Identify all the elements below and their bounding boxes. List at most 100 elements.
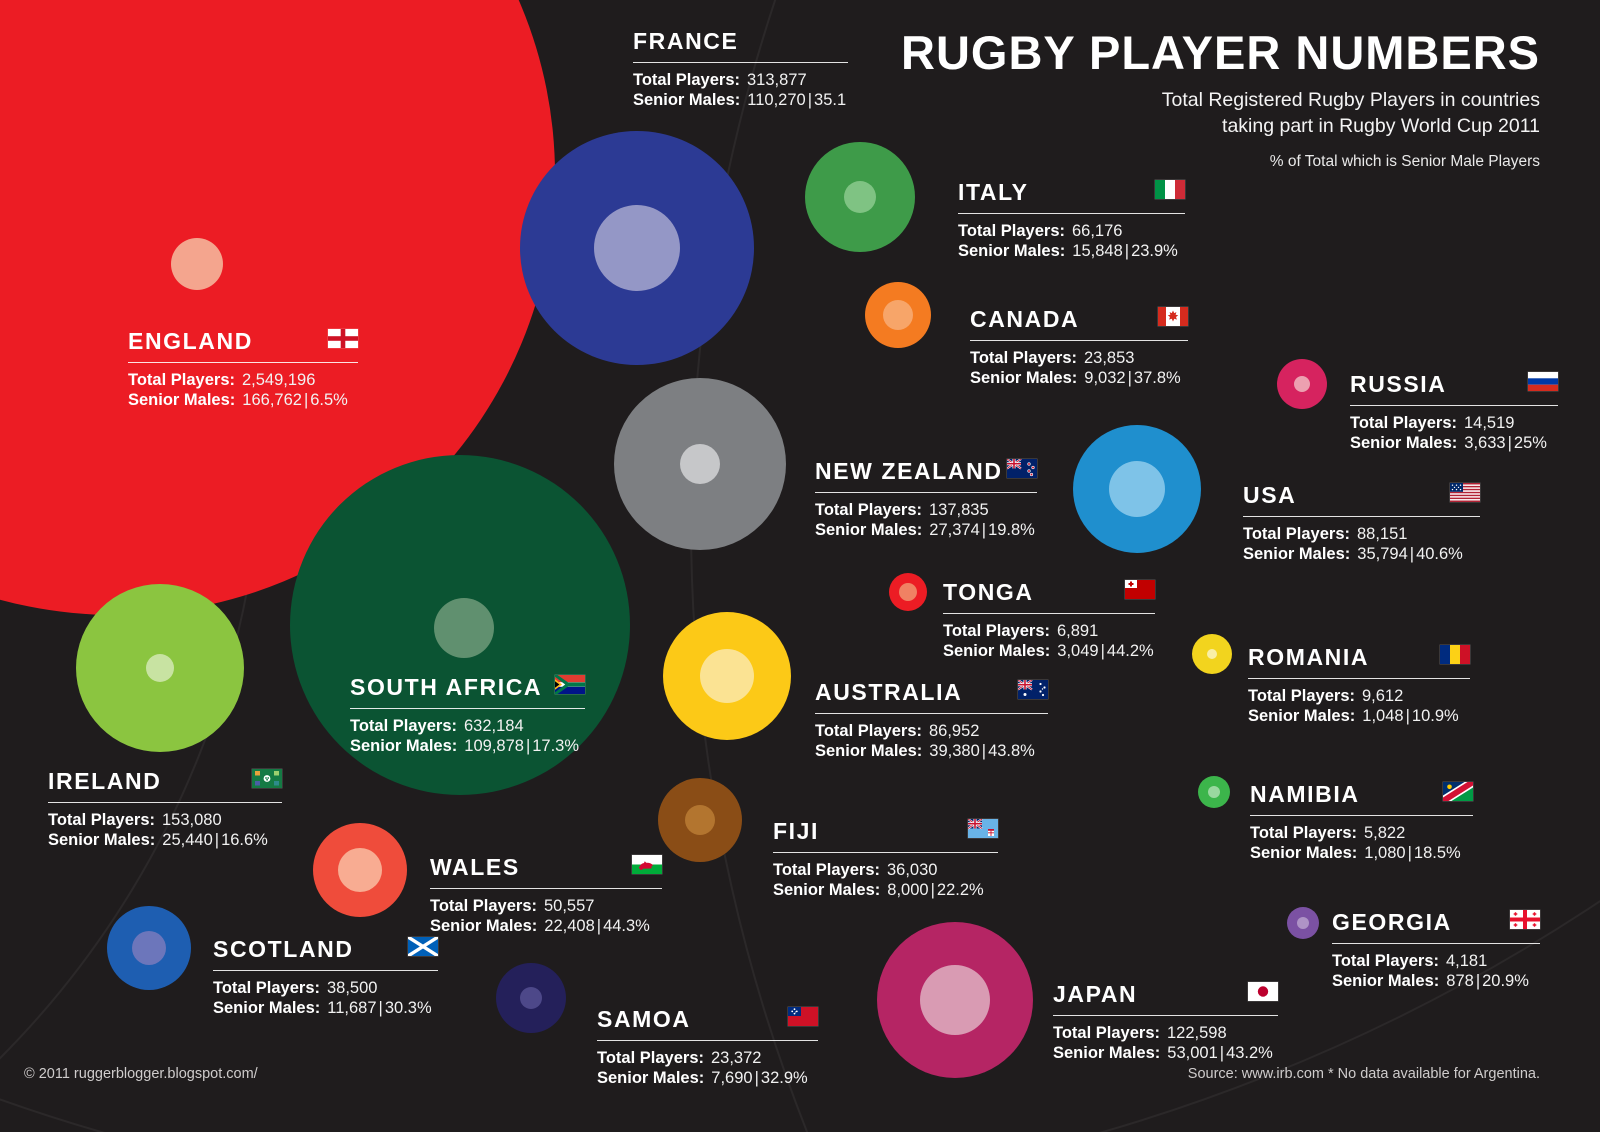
flag-south-africa-icon (555, 675, 585, 694)
total-players-key: Total Players: (815, 501, 922, 519)
country-header: IRELAND (48, 768, 282, 794)
total-players-value: 23,853 (1083, 349, 1135, 367)
flag-england-icon (328, 329, 358, 348)
total-players-value: 122,598 (1166, 1024, 1227, 1042)
country-label-scotland: SCOTLAND Total Players: 38,500 Senior Males… (213, 937, 438, 1018)
senior-males-row: Senior Males: 1,080 | 18.5% (1250, 843, 1473, 863)
senior-males-row: Senior Males: 22,408 | 44.3% (430, 916, 662, 936)
country-underline (128, 362, 358, 363)
country-name: IRELAND (48, 768, 162, 794)
total-players-value: 86,952 (928, 722, 980, 740)
senior-males-key: Senior Males: (815, 521, 923, 539)
country-underline (815, 492, 1037, 493)
total-players-row: Total Players: 313,877 (633, 70, 848, 90)
senior-males-value: 25,440 (162, 831, 213, 849)
flag-georgia-icon (1510, 910, 1540, 929)
senior-males-value: 878 (1446, 972, 1474, 990)
value-separator: | (303, 391, 309, 409)
country-underline (1332, 943, 1540, 944)
value-separator: | (1100, 642, 1105, 660)
country-name: AUSTRALIA (815, 679, 963, 705)
total-players-row: Total Players: 5,822 (1250, 823, 1473, 843)
total-players-row: Total Players: 50,557 (430, 896, 662, 916)
bubble-inner-wales (338, 848, 382, 892)
value-separator: | (1507, 434, 1512, 452)
senior-males-percent: 37.8% (1133, 369, 1181, 387)
bubble-inner-tonga (899, 583, 917, 601)
country-header: SAMOA (597, 1007, 818, 1031)
total-players-value: 313,877 (746, 71, 807, 89)
senior-males-value: 8,000 (887, 881, 929, 899)
country-underline (1248, 678, 1470, 679)
value-separator: | (1127, 369, 1132, 387)
country-underline (773, 852, 998, 853)
country-header: GEORGIA (1332, 910, 1540, 934)
bubble-inner-fiji (685, 805, 715, 835)
country-label-japan: JAPAN Total Players: 122,598 Senior Males: 5… (1053, 982, 1278, 1063)
senior-males-value: 27,374 (929, 521, 980, 539)
flag-samoa-icon (788, 1007, 818, 1026)
senior-males-percent: 10.9% (1411, 707, 1459, 725)
total-players-key: Total Players: (633, 71, 740, 89)
senior-males-key: Senior Males: (213, 999, 321, 1017)
total-players-row: Total Players: 632,184 (350, 716, 585, 736)
senior-males-key: Senior Males: (1250, 844, 1358, 862)
senior-males-key: Senior Males: (1332, 972, 1440, 990)
country-name: NAMIBIA (1250, 781, 1360, 807)
bubble-inner-romania (1207, 649, 1217, 659)
total-players-value: 38,500 (326, 979, 378, 997)
value-separator: | (525, 737, 531, 755)
country-header: ROMANIA (1248, 645, 1470, 669)
country-underline (48, 802, 282, 803)
total-players-key: Total Players: (430, 897, 537, 915)
total-players-key: Total Players: (1332, 952, 1439, 970)
country-label-fiji: FIJI Total Players: 36,030 Senior Males: 8,0… (773, 819, 998, 900)
bubble-inner-namibia (1208, 786, 1220, 798)
senior-males-row: Senior Males: 166,762 | 6.5% (128, 390, 358, 410)
country-name: CANADA (970, 306, 1080, 332)
country-underline (1053, 1015, 1278, 1016)
senior-males-row: Senior Males: 39,380 | 43.8% (815, 741, 1048, 761)
value-separator: | (378, 999, 383, 1017)
senior-male-note: % of Total which is Senior Male Players (1269, 152, 1540, 170)
country-name: ENGLAND (128, 328, 253, 354)
senior-males-percent: 22.2% (936, 881, 984, 899)
total-players-row: Total Players: 122,598 (1053, 1023, 1278, 1043)
bubble-inner-georgia (1297, 917, 1309, 929)
country-name: TONGA (943, 579, 1034, 605)
country-header: WALES (430, 855, 662, 879)
country-header: RUSSIA (1350, 372, 1558, 396)
country-label-australia: AUSTRALIA Total Players: 86,952 Senior Male… (815, 679, 1048, 761)
flag-romania-icon (1440, 645, 1470, 664)
bubble-inner-south-africa (434, 598, 494, 658)
senior-males-value: 3,049 (1057, 642, 1099, 660)
senior-males-row: Senior Males: 35,794 | 40.6% (1243, 544, 1480, 564)
senior-males-percent: 17.3% (532, 737, 580, 755)
total-players-key: Total Players: (943, 622, 1050, 640)
senior-males-percent: 44.3% (603, 917, 650, 935)
total-players-row: Total Players: 23,372 (597, 1048, 818, 1068)
country-name: SOUTH AFRICA (350, 674, 543, 700)
total-players-row: Total Players: 9,612 (1248, 686, 1470, 706)
senior-males-percent: 20.9% (1482, 972, 1529, 990)
country-label-usa: USA Total Players: 88,151 Senior Males: 35,7… (1243, 483, 1480, 564)
total-players-value: 137,835 (928, 501, 989, 519)
total-players-row: Total Players: 23,853 (970, 348, 1188, 368)
total-players-key: Total Players: (815, 722, 922, 740)
senior-males-key: Senior Males: (1248, 707, 1356, 725)
background-arc-2 (690, 0, 1600, 1132)
value-separator: | (981, 742, 987, 760)
total-players-value: 50,557 (543, 897, 595, 915)
flag-ireland-icon (252, 769, 282, 788)
senior-males-value: 3,633 (1464, 434, 1506, 452)
flag-new-zealand-icon (1007, 459, 1037, 478)
flag-scotland-icon (408, 937, 438, 956)
value-separator: | (1405, 707, 1410, 725)
total-players-value: 36,030 (886, 861, 938, 879)
total-players-key: Total Players: (128, 371, 235, 389)
country-header: SCOTLAND (213, 937, 438, 961)
value-separator: | (1407, 844, 1412, 862)
value-separator: | (596, 917, 602, 935)
total-players-key: Total Players: (1243, 525, 1350, 543)
senior-males-key: Senior Males: (597, 1069, 705, 1087)
